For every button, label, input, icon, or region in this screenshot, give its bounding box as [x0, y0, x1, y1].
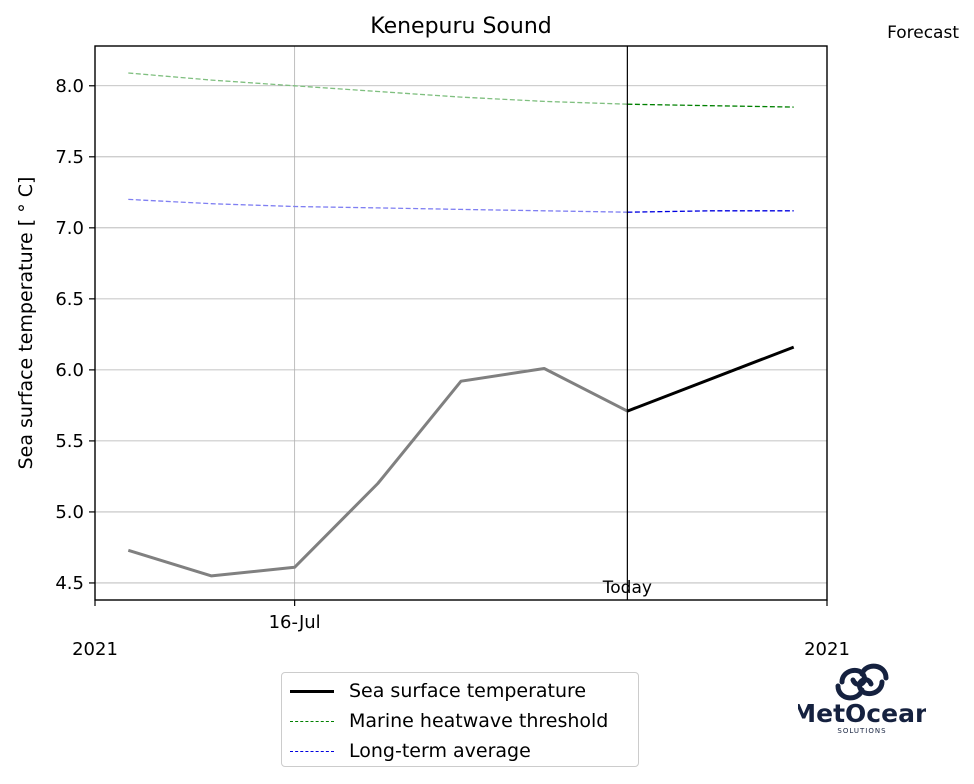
series-line-long-term-average-forecast [627, 210, 794, 213]
logo-tagline: SOLUTIONS [837, 727, 886, 735]
x-tick-label: 16-Jul [269, 612, 321, 633]
y-tick-label: 7.5 [55, 147, 84, 168]
logo-wordmark: MetOcean [798, 699, 926, 728]
legend-item-sea-surface-temperature: Sea surface temperature [290, 680, 586, 702]
chart-legend: Sea surface temperature Marine heatwave … [281, 672, 639, 767]
axes: 4.5 5.0 5.5 6.0 6.5 7.0 7.5 8.0 2021 16-Jul 2021 [55, 76, 850, 660]
plot-frame [94, 45, 828, 601]
series-line-marine-heatwave-threshold-forecast [627, 103, 794, 108]
series-line-sea-surface-temperature-observed [127, 367, 629, 578]
today-marker: Today [602, 46, 652, 600]
x-tick-year-label: 2021 [804, 639, 850, 660]
legend-swatch-dashed-blue [290, 750, 334, 752]
y-axis-label: Sea surface temperature [ ° C] [15, 177, 37, 470]
metocean-logo: MetOcean SOLUTIONS [798, 663, 926, 735]
series-line-marine-heatwave-threshold-past [128, 72, 628, 105]
y-tick-label: 6.5 [55, 289, 84, 310]
legend-swatch-dashed-green [290, 720, 334, 722]
chart-title: Kenepuru Sound [370, 14, 552, 39]
legend-item-marine-heatwave-threshold: Marine heatwave threshold [290, 710, 608, 732]
y-tick-label: 8.0 [55, 76, 84, 97]
series-line-sea-surface-temperature-forecast [626, 345, 795, 413]
legend-label: Marine heatwave threshold [349, 710, 609, 732]
today-label: Today [602, 578, 652, 598]
series-lines [127, 72, 795, 578]
y-tick-label: 5.5 [55, 431, 84, 452]
series-line-long-term-average-past [128, 198, 628, 213]
y-tick-label: 4.5 [55, 573, 84, 594]
y-tick-label: 7.0 [55, 218, 84, 239]
y-tick-label: 6.0 [55, 360, 84, 381]
grid-lines [95, 46, 827, 600]
legend-swatch-solid [290, 689, 334, 693]
legend-label: Long-term average [349, 740, 531, 762]
wave-emblem-icon [835, 663, 889, 701]
legend-item-long-term-average: Long-term average [290, 740, 531, 762]
forecast-label: Forecast [887, 23, 959, 43]
x-tick-year-label: 2021 [72, 639, 118, 660]
y-tick-label: 5.0 [55, 502, 84, 523]
legend-label: Sea surface temperature [349, 680, 587, 702]
